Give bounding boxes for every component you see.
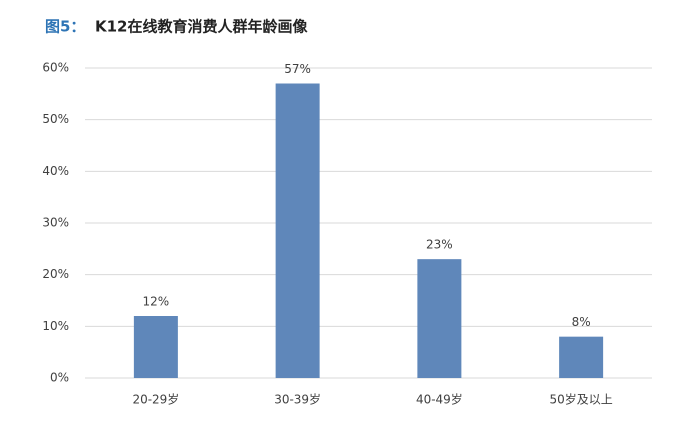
y-tick-label: 40% xyxy=(42,164,69,178)
x-tick-label: 40-49岁 xyxy=(416,392,463,407)
bar xyxy=(417,259,462,378)
value-label: 8% xyxy=(572,315,591,329)
y-tick-label: 10% xyxy=(42,319,69,333)
y-tick-label: 30% xyxy=(42,216,69,230)
x-tick-label: 50岁及以上 xyxy=(549,392,612,407)
value-label: 57% xyxy=(284,62,311,76)
y-tick-label: 60% xyxy=(42,61,69,75)
bar xyxy=(275,83,320,378)
y-tick-label: 20% xyxy=(42,267,69,281)
y-tick-label: 0% xyxy=(50,371,69,385)
y-tick-label: 50% xyxy=(42,112,69,126)
value-label: 23% xyxy=(426,238,453,252)
chart-title: K12在线教育消费人群年龄画像 xyxy=(95,18,308,36)
value-label: 12% xyxy=(143,295,170,309)
x-tick-label: 30-39岁 xyxy=(274,392,321,407)
bar xyxy=(559,336,604,378)
bar xyxy=(133,316,178,378)
figure-label: 图5： xyxy=(45,18,85,36)
x-tick-label: 20-29岁 xyxy=(132,392,179,407)
